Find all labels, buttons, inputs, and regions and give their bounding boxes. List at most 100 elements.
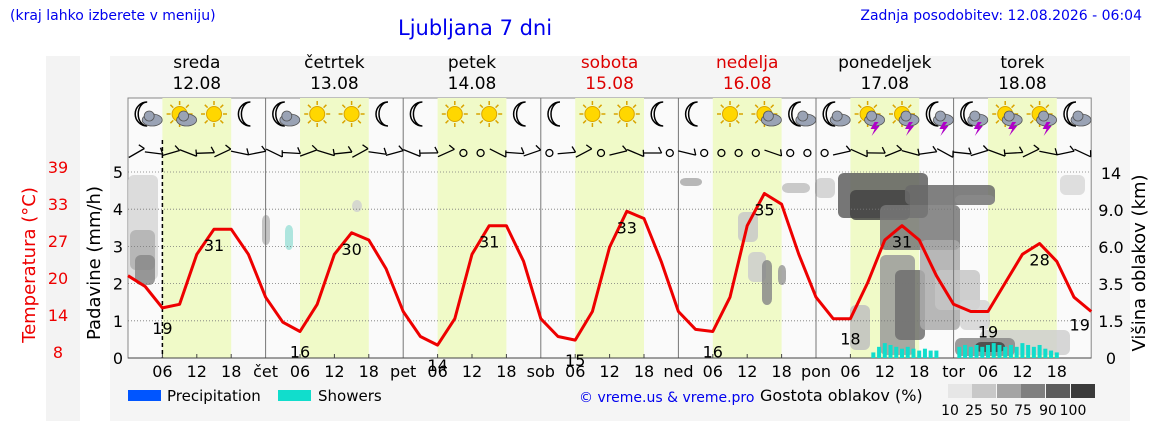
wind-feather: [642, 149, 645, 157]
cloud-height-tick: 6.0: [1098, 238, 1123, 257]
sun-disc: [618, 106, 635, 122]
wind-barb-icon: [626, 148, 645, 158]
day-date: 16.08: [723, 74, 772, 94]
wind-shaft: [385, 150, 404, 156]
hour-tick-label: 12: [875, 362, 895, 381]
sun-ray: [770, 104, 775, 109]
wind-calm-icon: [665, 148, 674, 158]
temperature-label: 31: [892, 233, 912, 252]
wind-shaft: [557, 151, 576, 155]
day-name: sobota: [581, 53, 639, 73]
showers-bar: [980, 346, 985, 358]
day-abbr: pet: [390, 362, 416, 381]
cloud-puff: [900, 110, 912, 122]
wind-barb-icon: [265, 148, 283, 158]
cloud-puff: [178, 110, 190, 122]
wind-barb-icon: [832, 145, 852, 156]
sun-icon: [579, 101, 606, 127]
cloud-height-tick: 9.0: [1098, 201, 1123, 220]
wind-feather: [585, 144, 593, 150]
sun-ray: [617, 119, 621, 124]
cloud-puff: [866, 110, 877, 122]
precipitation-tick: 1: [113, 312, 123, 331]
lightning-bolt: [905, 122, 914, 136]
sun-ray: [892, 104, 897, 109]
wind-barb-icon: [368, 147, 387, 155]
wind-shaft: [505, 151, 525, 155]
wind-feather: [448, 144, 455, 150]
wind-feather: [505, 150, 507, 158]
cloud-puff: [281, 110, 293, 122]
showers-bar: [1026, 344, 1031, 358]
moon-crescent: [237, 101, 251, 127]
sun-ray: [460, 119, 465, 124]
wind-calm-icon: [820, 148, 829, 158]
daytime-band: [437, 98, 507, 358]
sun-ray: [735, 119, 740, 124]
cloud-density-blob: [955, 195, 995, 205]
wind-feather: [398, 145, 404, 152]
cloud-density-swatch: [948, 384, 972, 398]
wind-shaft: [609, 150, 628, 156]
sun-cloud-icon: [751, 101, 782, 127]
wind-barb-icon: [403, 149, 421, 157]
sun-ray: [495, 104, 499, 109]
day-abbr: pon: [801, 362, 831, 381]
precipitation-tick: 5: [113, 163, 123, 182]
wind-feather: [932, 145, 938, 153]
cloud-puff: [797, 110, 809, 122]
wind-barb-icon: [419, 146, 439, 154]
sun-ray: [169, 104, 174, 109]
region-note[interactable]: (kraj lahko izberete v meniju): [10, 8, 216, 24]
precipitation-swatch: [128, 390, 161, 401]
moon-crescent: [547, 101, 561, 127]
moon-cloud-icon: [822, 101, 851, 127]
moon-crescent: [684, 101, 698, 127]
moon-icon: [375, 101, 389, 127]
sun-ray: [632, 119, 637, 124]
sun-disc: [481, 106, 498, 122]
moon-crescent: [134, 101, 148, 127]
wind-calm-icon: [459, 148, 468, 158]
wind-shaft: [403, 149, 421, 157]
wind-feather: [881, 146, 886, 154]
moon-crescent: [409, 101, 423, 127]
wind-shaft: [936, 148, 954, 158]
cloud-height-tick: 0: [1106, 349, 1116, 368]
credit-link: © vreme.us & vreme.pro: [579, 390, 754, 406]
wind-barb-icon: [333, 146, 353, 155]
wind-feather: [982, 145, 989, 151]
sun-storm-icon: [854, 101, 885, 136]
sun-disc: [343, 106, 360, 122]
temperature-axis-label: Temperatura (°C): [19, 187, 40, 344]
moon-cloud-icon: [1063, 101, 1092, 127]
wind-shaft: [299, 149, 318, 157]
sun-ray: [995, 104, 1000, 109]
wind-barb-icon: [385, 145, 404, 156]
moon-icon: [512, 101, 526, 127]
cloud-density-blob: [135, 255, 155, 285]
hour-tick-label: 12: [462, 362, 482, 381]
hour-tick-label: 18: [496, 362, 516, 381]
wind-shaft: [144, 151, 163, 155]
sun-icon: [201, 101, 227, 127]
showers-bar: [882, 343, 887, 358]
hour-tick-label: 06: [152, 362, 172, 381]
temperature-label: 15: [565, 351, 585, 370]
hour-tick-label: 12: [737, 362, 757, 381]
sun-ray: [341, 119, 346, 124]
day-name: nedelja: [716, 53, 778, 73]
wind-shaft: [214, 148, 232, 158]
wind-feather: [866, 149, 868, 157]
sun-ray: [735, 104, 740, 109]
daytime-band: [988, 98, 1057, 358]
wind-calm-icon: [476, 148, 485, 158]
wind-shaft: [1039, 150, 1058, 156]
day-abbr: ned: [663, 362, 693, 381]
temperature-line: [127, 192, 1093, 347]
cloud-density-swatch: [1071, 384, 1095, 398]
wind-shaft: [333, 151, 353, 155]
sun-ray: [1029, 119, 1034, 124]
wind-shaft: [850, 148, 868, 158]
